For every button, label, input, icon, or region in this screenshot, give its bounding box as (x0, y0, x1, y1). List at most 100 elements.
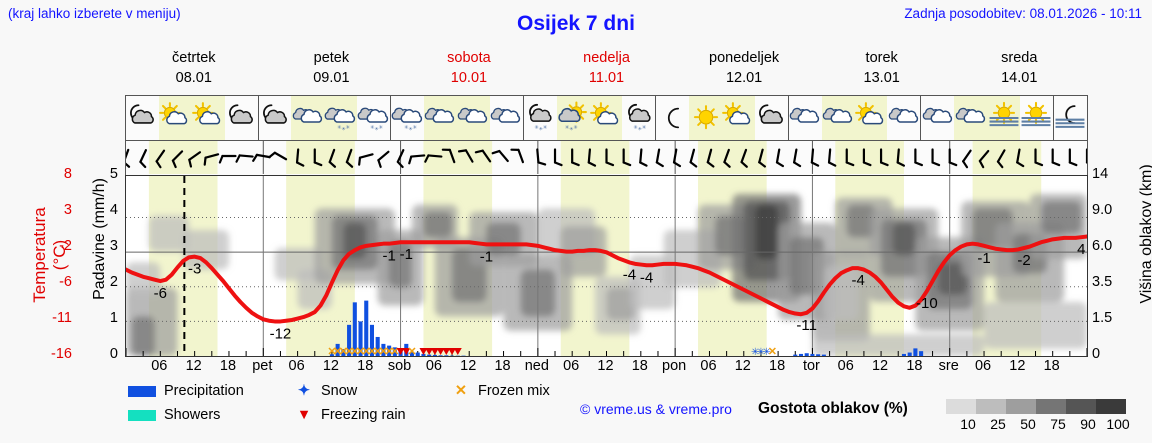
precip-bar (329, 354, 334, 356)
svg-text:✳: ✳ (565, 124, 570, 131)
precip-bar (335, 343, 340, 356)
wind-barb-46 (914, 148, 924, 167)
temperature-label: -4 (623, 266, 636, 283)
weather-icon-cell-22 (854, 96, 888, 140)
day-header-4: ponedeljek 12.01 (675, 48, 813, 92)
day-name: sobota (447, 50, 491, 66)
x-axis-label: pet (252, 358, 273, 374)
svg-text:✕: ✕ (367, 346, 376, 356)
cloud-snow-icon: ✳ ✳ ✳ (357, 101, 391, 135)
cloud-height-tick: 14 (1092, 166, 1109, 182)
precip-bar (798, 353, 804, 356)
svg-text:✳: ✳ (569, 126, 574, 133)
wind-barb-11 (313, 148, 323, 167)
cloud-density-tick: 90 (1080, 416, 1096, 432)
svg-text:✳: ✳ (370, 124, 375, 131)
wind-barb-row (125, 140, 1088, 175)
precip-bar (919, 351, 924, 356)
weather-icon-row: ✳ ✳ ✳ ✳ ✳ ✳ ✳ ✳ ✳ ✳ ✳ ✳ ✳ ✳ ✳ ✳ ✳ ✳ (125, 95, 1088, 140)
weather-icon-cell-26 (987, 96, 1021, 140)
precipitation-tick: 1 (109, 310, 118, 326)
precip-bar (375, 336, 380, 356)
svg-text:✕: ✕ (373, 346, 382, 356)
night-cloudy-icon (754, 101, 788, 135)
showers-swatch (128, 409, 156, 421)
temperature-label: -2 (1017, 252, 1030, 269)
night-cloudy-icon (258, 101, 292, 135)
day-date: 09.01 (313, 70, 350, 86)
cloud-height-tick: 0 (1092, 346, 1101, 362)
day-name: četrtek (172, 50, 216, 66)
weather-icon-cell-27 (1020, 96, 1053, 140)
svg-text:✳: ✳ (378, 124, 383, 131)
weather-icon-cell-6: ✳ ✳ ✳ (324, 96, 358, 140)
svg-text:✳: ✳ (757, 347, 765, 356)
wind-barb-44 (879, 148, 889, 167)
weather-icon-cell-3 (225, 96, 258, 140)
x-axis-label: 18 (1043, 358, 1060, 374)
x-axis-label: 06 (288, 358, 305, 374)
wind-barb-37 (758, 148, 766, 168)
wind-barb-43 (862, 148, 872, 167)
day-header-5: torek 13.01 (813, 48, 951, 92)
wind-barb-36 (740, 148, 748, 168)
day-header-0: četrtek 08.01 (125, 48, 263, 92)
precip-bar (381, 343, 386, 356)
cloud-height-tick: 3.5 (1092, 274, 1113, 290)
legend: Precipitation Showers ✦ Snow ▼ Freezing ra… (128, 383, 1148, 439)
x-axis-label: 06 (563, 358, 580, 374)
precip-bar (352, 302, 357, 356)
wind-barb-17 (408, 154, 426, 165)
x-axis-label: 12 (597, 358, 614, 374)
x-axis-label: 18 (769, 358, 786, 374)
day-name: torek (865, 50, 898, 66)
temperature-label: -11 (796, 317, 817, 334)
temperature-label: -1 (480, 248, 493, 265)
weather-icon-cell-11 (490, 96, 523, 140)
cloudy-icon (423, 101, 457, 135)
precip-bar (341, 349, 346, 356)
wind-barb-27 (587, 148, 597, 167)
temperature-label: -1 (977, 250, 990, 267)
wind-barb-20 (457, 149, 474, 163)
svg-text:✳: ✳ (633, 124, 638, 131)
x-axis-label: 06 (837, 358, 854, 374)
precip-bar (427, 354, 432, 356)
x-axis-label: 06 (700, 358, 717, 374)
precip-bar (907, 352, 912, 356)
night-cloudy-icon (224, 101, 258, 135)
weather-icon-cell-17 (689, 96, 723, 140)
wind-barb-15 (377, 150, 390, 168)
cloud-density-swatch-5 (1096, 399, 1126, 414)
wind-barb-50 (978, 149, 990, 169)
wind-barb-0 (126, 148, 131, 168)
weather-icon-cell-10 (456, 96, 490, 140)
wind-barb-2 (155, 149, 166, 169)
precip-bar (810, 353, 815, 356)
temperature-label: -4 (640, 269, 653, 286)
meteogram-plot: ✕ ✕ ✕ ✕ ✕ ✕ ✕ ✕ ✕ ✕ ✕ ✕ ✕ ✳ ✳ ✳ ✕ -6 -3 -12 -1 -1 -1 -4 -4 -11 -4-… (125, 175, 1088, 357)
x-axis-label: 06 (974, 358, 992, 374)
cloudy-icon (954, 101, 988, 135)
legend-freezing-rain: ▼ Freezing rain (293, 407, 406, 423)
weather-icon-cell-8: ✳ ✳ ✳ (390, 96, 424, 140)
weather-icon-cell-18 (722, 96, 755, 140)
x-axis-label: 18 (631, 358, 648, 374)
cloud-density-scale-labels: 10 25 50 75 90 100 (928, 416, 1143, 434)
wind-barb-31 (655, 148, 664, 168)
temperature-tick: 3 (63, 202, 72, 218)
svg-text:✕: ✕ (350, 346, 359, 356)
precipitation-tick: 4 (109, 202, 118, 218)
svg-text:✕: ✕ (362, 346, 371, 356)
x-axis-label: 12 (322, 358, 339, 374)
weather-icon-cell-16 (655, 96, 689, 140)
temperature-label: -3 (188, 261, 201, 278)
night-cloudy-icon (125, 101, 159, 135)
temperature-label: 4 (1077, 241, 1085, 258)
precipitation-swatch (128, 385, 156, 397)
weather-icon-cell-14 (589, 96, 623, 140)
copyright-link[interactable]: © vreme.us & vreme.pro (580, 401, 732, 417)
svg-text:✕: ✕ (344, 346, 353, 356)
frozen-mix-icon: ✕ (454, 383, 468, 400)
day-header-6: sreda 14.01 (950, 48, 1088, 92)
